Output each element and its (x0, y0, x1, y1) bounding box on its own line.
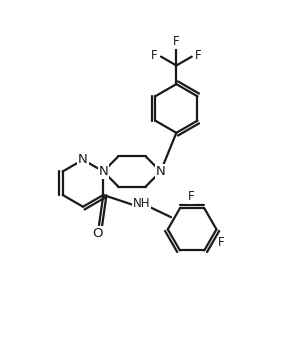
Text: F: F (195, 49, 201, 62)
Text: N: N (156, 165, 166, 178)
Text: N: N (98, 165, 108, 178)
Text: F: F (218, 236, 225, 250)
Text: O: O (92, 226, 103, 240)
Text: F: F (187, 191, 194, 203)
Text: NH: NH (133, 197, 150, 210)
Text: F: F (151, 49, 158, 62)
Text: F: F (173, 35, 180, 48)
Text: N: N (78, 153, 88, 166)
